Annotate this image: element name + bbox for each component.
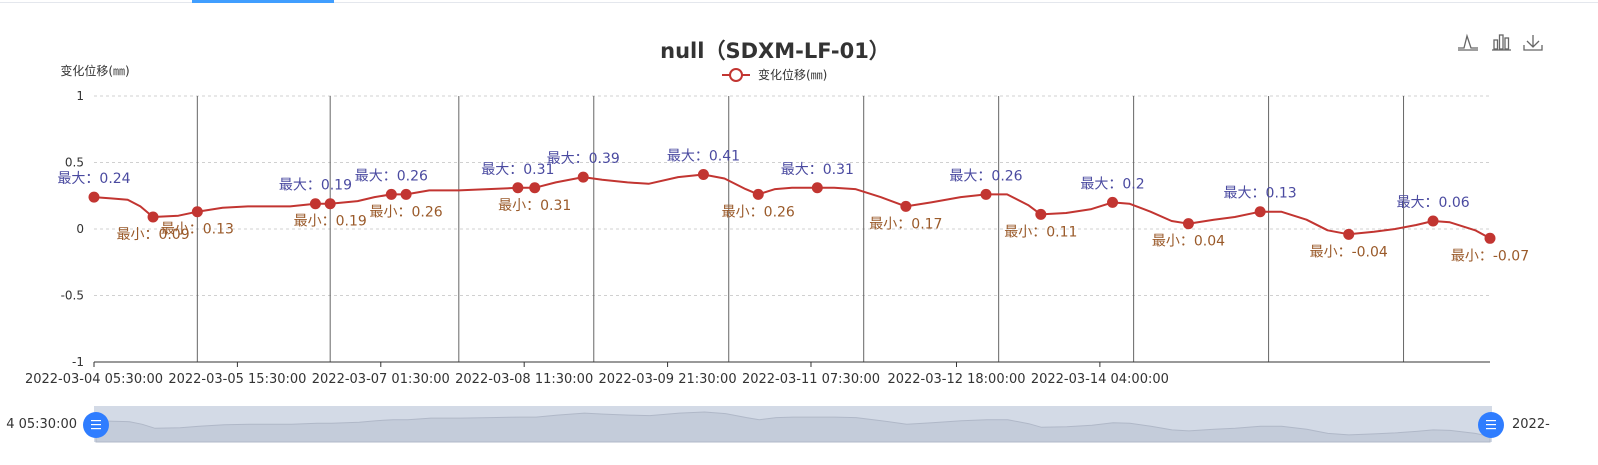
max-marker-point bbox=[980, 188, 992, 200]
min-marker-label: 最小：-0.04 bbox=[1310, 244, 1388, 260]
max-marker-point bbox=[1254, 206, 1266, 218]
x-tick-label: 2022-03-08 11:30:00 bbox=[455, 372, 593, 387]
min-marker-label: 最小：0.09 bbox=[116, 227, 189, 243]
max-marker-label: 最大：0.06 bbox=[1396, 195, 1469, 211]
bar-chart-icon[interactable] bbox=[1492, 34, 1511, 51]
max-marker-point bbox=[811, 182, 823, 194]
max-marker-label: 最大：0.24 bbox=[57, 171, 130, 187]
active-tab-indicator bbox=[192, 0, 334, 3]
max-marker-label: 最大：0.39 bbox=[547, 151, 620, 167]
chart-title: null（SDXM-LF-01） bbox=[660, 39, 890, 63]
y-tick-label: -1 bbox=[72, 355, 84, 369]
legend[interactable]: 变化位移(㎜) bbox=[722, 67, 827, 82]
max-marker-point bbox=[309, 198, 321, 210]
max-marker-label: 最大：0.26 bbox=[355, 168, 428, 184]
line-chart-icon[interactable] bbox=[1458, 33, 1478, 51]
max-marker-label: 最大：0.31 bbox=[481, 162, 554, 178]
tab-bar-divider bbox=[0, 2, 1598, 3]
max-marker-label: 最大：0.13 bbox=[1224, 186, 1297, 202]
min-marker-point bbox=[191, 206, 203, 218]
y-tick-label: 0 bbox=[76, 222, 84, 236]
x-tick-label: 2022-03-11 07:30:00 bbox=[742, 372, 880, 387]
max-marker-point bbox=[1107, 196, 1119, 208]
datazoom-start-grip bbox=[91, 428, 101, 430]
y-axis-label: 变化位移(㎜) bbox=[60, 63, 129, 78]
x-tick-label: 2022-03-07 01:30:00 bbox=[312, 372, 450, 387]
tab-bar bbox=[0, 0, 1598, 4]
legend-symbol-icon bbox=[729, 68, 743, 82]
min-marker-label: 最小：0.26 bbox=[370, 204, 443, 220]
min-marker-point bbox=[529, 182, 541, 194]
max-marker-label: 最大：0.41 bbox=[667, 148, 740, 164]
min-marker-label: 最小：0.26 bbox=[722, 204, 795, 220]
min-marker-point bbox=[400, 188, 412, 200]
min-marker-label: 最小：0.11 bbox=[1004, 224, 1077, 240]
mark-lines bbox=[196, 96, 1405, 362]
min-marker-label: 最小：0.04 bbox=[1152, 234, 1225, 250]
max-marker-point bbox=[1427, 215, 1439, 227]
toolbox bbox=[1458, 33, 1543, 51]
max-marker-label: 最大：0.2 bbox=[1080, 176, 1144, 192]
max-marker-point bbox=[385, 188, 397, 200]
min-marker-label: 最小：0.17 bbox=[869, 216, 942, 232]
datazoom-start-label: 4 05:30:00 bbox=[6, 417, 77, 432]
min-marker-label: 最小：-0.07 bbox=[1451, 248, 1529, 264]
min-marker-label: 最小：0.31 bbox=[498, 198, 571, 214]
min-marker-label: 最小：0.13 bbox=[161, 222, 234, 238]
datazoom-start-grip bbox=[91, 424, 101, 426]
datazoom-start-grip bbox=[91, 420, 101, 422]
x-tick-label: 2022-03-12 18:00:00 bbox=[887, 372, 1025, 387]
max-marker-point bbox=[697, 168, 709, 180]
x-tick-label: 2022-03-14 04:00:00 bbox=[1031, 372, 1169, 387]
min-marker-point bbox=[1182, 218, 1194, 230]
datazoom-end-grip bbox=[1486, 424, 1496, 426]
y-tick-label: 0.5 bbox=[65, 156, 84, 170]
datazoom-data-shadow bbox=[95, 411, 1491, 443]
y-tick-label: 1 bbox=[76, 89, 84, 103]
datazoom-end-label: 2022- bbox=[1512, 417, 1550, 432]
legend-item-label: 变化位移(㎜) bbox=[758, 67, 827, 82]
y-tick-label: -0.5 bbox=[61, 289, 84, 303]
max-marker-label: 最大：0.19 bbox=[279, 178, 352, 194]
max-marker-label: 最大：0.31 bbox=[781, 162, 854, 178]
axes: 1 0.5 0 -0.5 -1 2022-03-04 05:30:00 2022-03-05… bbox=[25, 89, 1490, 387]
x-tick-label: 2022-03-05 15:30:00 bbox=[168, 372, 306, 387]
min-marker-point bbox=[147, 211, 159, 223]
x-tick-label: 2022-03-09 21:30:00 bbox=[599, 372, 737, 387]
min-marker-point bbox=[1484, 232, 1496, 244]
datazoom-slider[interactable]: 4 05:30:00 2022- bbox=[6, 406, 1550, 443]
min-marker-label: 最小：0.19 bbox=[294, 214, 367, 230]
min-marker-point bbox=[752, 188, 764, 200]
min-marker-point bbox=[1343, 228, 1355, 240]
min-marker-point bbox=[324, 198, 336, 210]
datazoom-end-grip bbox=[1486, 428, 1496, 430]
download-icon[interactable] bbox=[1523, 35, 1543, 51]
max-marker-point bbox=[577, 171, 589, 183]
grid-lines bbox=[94, 95, 1490, 296]
max-marker-label: 最大：0.26 bbox=[949, 168, 1022, 184]
datazoom-end-grip bbox=[1486, 420, 1496, 422]
max-marker-point bbox=[512, 182, 524, 194]
x-tick-label: 2022-03-04 05:30:00 bbox=[25, 372, 163, 387]
min-marker-point bbox=[900, 200, 912, 212]
min-marker-point bbox=[1035, 208, 1047, 220]
max-marker-point bbox=[88, 191, 100, 203]
